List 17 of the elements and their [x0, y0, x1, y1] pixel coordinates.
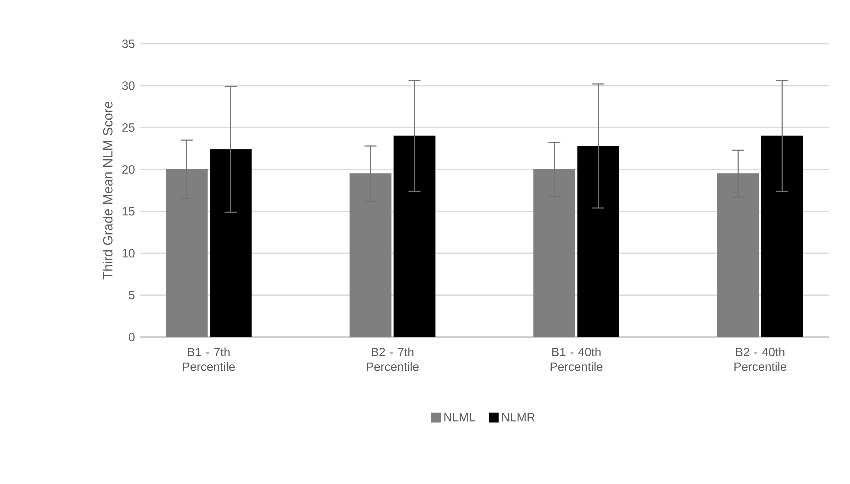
- y-tick-label: 5: [129, 291, 135, 300]
- y-tick-label: 25: [122, 124, 135, 132]
- y-tick-label: 0: [129, 333, 135, 342]
- y-tick-label: 20: [122, 165, 135, 174]
- x-tick-label: B1 - 7th Percentile: [183, 348, 236, 372]
- x-tick-label: B2 - 40th Percentile: [734, 348, 787, 372]
- y-tick-label: 10: [122, 249, 135, 258]
- x-tick-label: B1 - 40th Percentile: [550, 348, 603, 372]
- y-tick-label: 30: [122, 82, 135, 90]
- legend-label: NLML: [444, 413, 476, 422]
- y-tick-label: 15: [122, 207, 135, 216]
- legend-label: NLMR: [502, 413, 535, 422]
- bar: [166, 169, 208, 338]
- y-axis-title: Third Grade Mean NLM Score: [103, 102, 113, 280]
- bar: [534, 169, 576, 338]
- y-tick-label: 35: [122, 40, 135, 48]
- x-tick-label: B2 - 7th Percentile: [367, 348, 419, 372]
